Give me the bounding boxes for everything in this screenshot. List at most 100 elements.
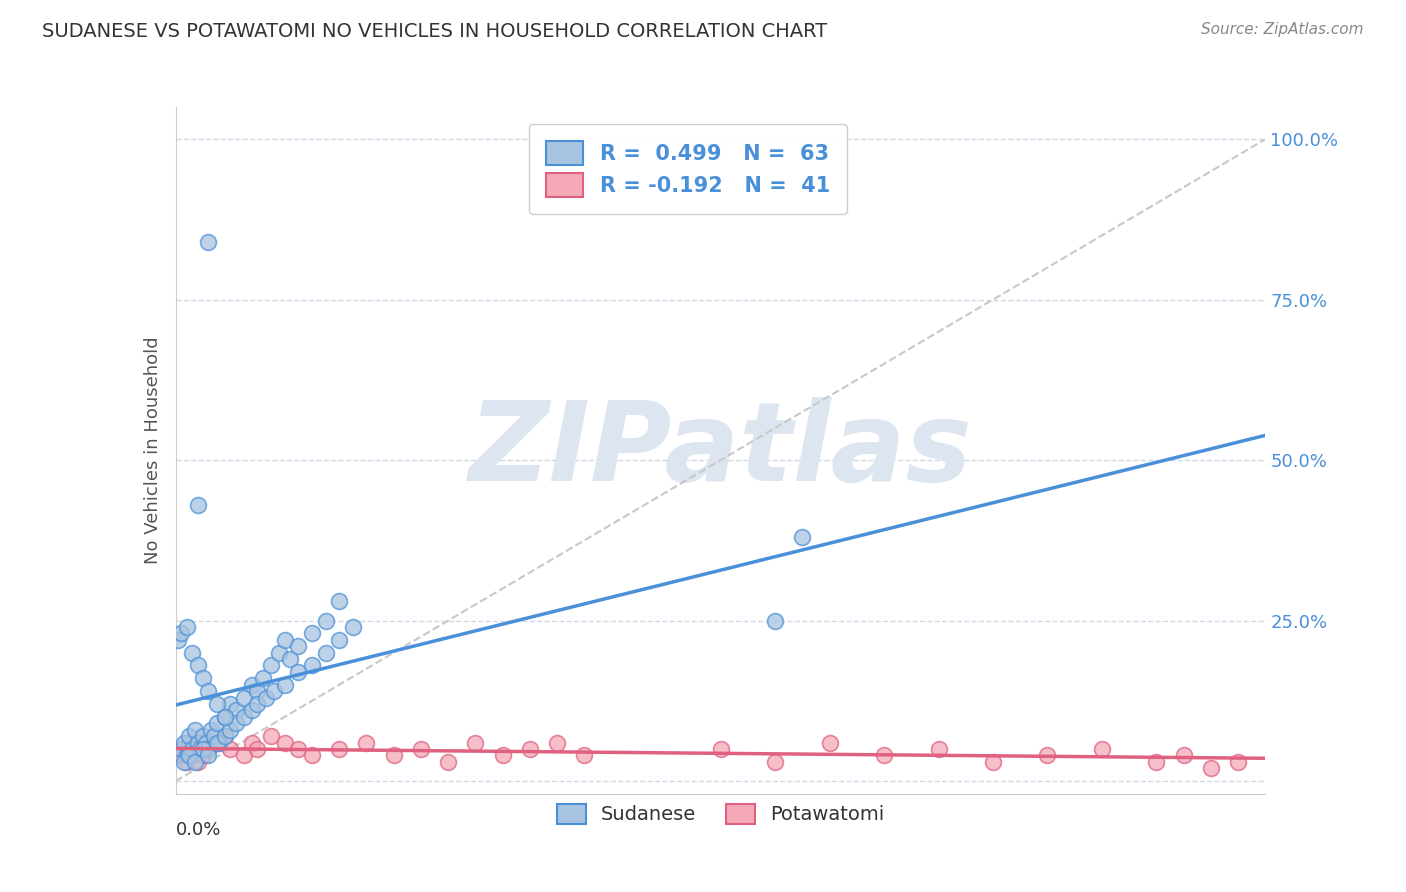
- Point: [356, 735, 378, 749]
- Point: [205, 735, 228, 749]
- Point: [214, 710, 236, 724]
- Point: [219, 723, 242, 737]
- Point: [574, 748, 596, 763]
- Point: [328, 742, 350, 756]
- Point: [269, 646, 291, 660]
- Point: [1227, 755, 1250, 769]
- Point: [792, 530, 814, 544]
- Point: [246, 742, 269, 756]
- Point: [197, 742, 219, 756]
- Point: [173, 742, 195, 756]
- Point: [176, 620, 198, 634]
- Point: [342, 620, 364, 634]
- Point: [170, 626, 193, 640]
- Point: [274, 735, 297, 749]
- Point: [197, 742, 219, 756]
- Point: [170, 748, 193, 763]
- Point: [191, 742, 214, 756]
- Point: [232, 710, 254, 724]
- Point: [409, 742, 432, 756]
- Legend: Sudanese, Potawatomi: Sudanese, Potawatomi: [548, 797, 893, 832]
- Point: [225, 703, 247, 717]
- Point: [184, 723, 207, 737]
- Point: [205, 735, 228, 749]
- Point: [181, 742, 204, 756]
- Point: [252, 671, 274, 685]
- Point: [191, 671, 214, 685]
- Point: [260, 658, 283, 673]
- Point: [301, 748, 323, 763]
- Point: [181, 748, 204, 763]
- Point: [763, 614, 786, 628]
- Text: Source: ZipAtlas.com: Source: ZipAtlas.com: [1201, 22, 1364, 37]
- Point: [167, 632, 190, 647]
- Point: [287, 639, 309, 653]
- Text: ZIPatlas: ZIPatlas: [468, 397, 973, 504]
- Point: [194, 735, 217, 749]
- Point: [546, 735, 568, 749]
- Point: [240, 703, 263, 717]
- Point: [278, 652, 301, 666]
- Point: [246, 697, 269, 711]
- Point: [315, 646, 337, 660]
- Point: [464, 735, 486, 749]
- Point: [197, 748, 219, 763]
- Point: [191, 729, 214, 743]
- Point: [214, 729, 236, 743]
- Point: [260, 729, 283, 743]
- Point: [287, 742, 309, 756]
- Point: [181, 646, 204, 660]
- Point: [240, 678, 263, 692]
- Point: [382, 748, 405, 763]
- Point: [197, 235, 219, 249]
- Point: [188, 742, 211, 756]
- Point: [1091, 742, 1114, 756]
- Point: [315, 614, 337, 628]
- Point: [232, 690, 254, 705]
- Point: [763, 755, 786, 769]
- Point: [186, 658, 209, 673]
- Point: [200, 723, 222, 737]
- Point: [170, 742, 193, 756]
- Point: [263, 684, 285, 698]
- Point: [328, 594, 350, 608]
- Point: [1173, 748, 1195, 763]
- Point: [219, 697, 242, 711]
- Point: [818, 735, 841, 749]
- Point: [519, 742, 541, 756]
- Point: [225, 716, 247, 731]
- Point: [873, 748, 896, 763]
- Point: [328, 632, 350, 647]
- Point: [186, 735, 209, 749]
- Point: [254, 690, 277, 705]
- Point: [981, 755, 1004, 769]
- Point: [710, 742, 733, 756]
- Point: [208, 735, 231, 749]
- Point: [1036, 748, 1059, 763]
- Point: [186, 755, 209, 769]
- Point: [301, 658, 323, 673]
- Text: 0.0%: 0.0%: [176, 822, 221, 839]
- Point: [219, 742, 242, 756]
- Point: [173, 735, 195, 749]
- Point: [214, 729, 236, 743]
- Point: [240, 735, 263, 749]
- Point: [205, 697, 228, 711]
- Point: [232, 748, 254, 763]
- Point: [173, 755, 195, 769]
- Point: [246, 684, 269, 698]
- Point: [492, 748, 515, 763]
- Point: [928, 742, 950, 756]
- Point: [184, 742, 207, 756]
- Point: [301, 626, 323, 640]
- Point: [186, 498, 209, 512]
- Point: [437, 755, 460, 769]
- Point: [179, 729, 201, 743]
- Point: [287, 665, 309, 679]
- Point: [1199, 761, 1222, 775]
- Point: [197, 684, 219, 698]
- Point: [191, 748, 214, 763]
- Point: [176, 748, 198, 763]
- Point: [1144, 755, 1167, 769]
- Text: SUDANESE VS POTAWATOMI NO VEHICLES IN HOUSEHOLD CORRELATION CHART: SUDANESE VS POTAWATOMI NO VEHICLES IN HO…: [42, 22, 827, 41]
